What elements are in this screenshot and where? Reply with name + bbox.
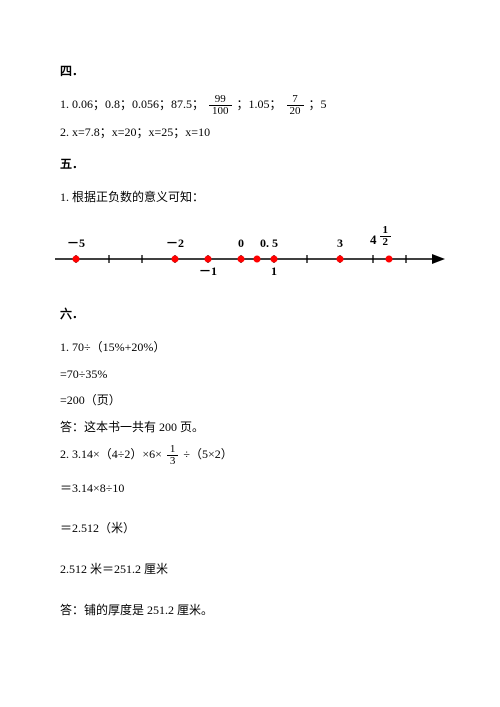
label-3: 3 [337,236,343,250]
sec5-line-1: 1. 根据正负数的意义可知： [60,186,440,209]
sec4-line-1: 1. 0.06；0.8；0.056；87.5； 99 100 ；1.05； 7 … [60,93,440,117]
label-neg1: －1 [199,264,217,278]
label-neg5: －5 [67,236,85,250]
sec6-line-6: ＝3.14×8÷10 [60,477,440,500]
sec6-line-7: ＝2.512（米） [60,517,440,540]
sec6-line-9: 答：铺的厚度是 251.2 厘米。 [60,599,440,622]
denominator: 3 [167,456,179,467]
label-1: 1 [271,264,277,278]
section-6-heading: 六． [60,303,440,326]
numerator: 99 [209,94,232,106]
fraction-7-20: 7 20 [287,94,304,117]
label-0p5: 0. 5 [260,236,278,250]
label-neg2: －2 [166,236,184,250]
text: 2. 3.14×（4÷2）×6× [60,447,162,461]
fraction-1-3: 1 3 [167,444,179,467]
numerator: 1 [167,444,179,456]
sec6-line-4: 答：这本书一共有 200 页。 [60,416,440,439]
fraction-99-100: 99 100 [209,94,232,117]
label-4-1-2: 4 1 2 [370,225,393,248]
text: ；5 [309,97,327,111]
page-content: 四． 1. 0.06；0.8；0.056；87.5； 99 100 ；1.05；… [0,0,500,666]
denominator: 2 [380,237,392,248]
sec6-line-8: 2.512 米＝251.2 厘米 [60,558,440,581]
denominator: 20 [287,106,304,117]
text: 1. 0.06；0.8；0.056；87.5； [60,97,204,111]
sec6-line-1: 1. 70÷（15%+20%） [60,336,440,359]
denominator: 100 [209,106,232,117]
sec6-line-3: =200（页） [60,389,440,412]
whole-part: 4 [370,233,377,246]
section-4-heading: 四． [60,60,440,83]
sec4-line-2: 2. x=7.8；x=20；x=25；x=10 [60,121,440,144]
text: ；1.05； [237,97,282,111]
sec6-line-2: =70÷35% [60,363,440,386]
label-0: 0 [238,236,244,250]
sec6-line-5: 2. 3.14×（4÷2）×6× 1 3 ÷（5×2） [60,443,440,467]
text: ÷（5×2） [183,447,232,461]
numerator: 7 [287,94,304,106]
section-5-heading: 五． [60,153,440,176]
